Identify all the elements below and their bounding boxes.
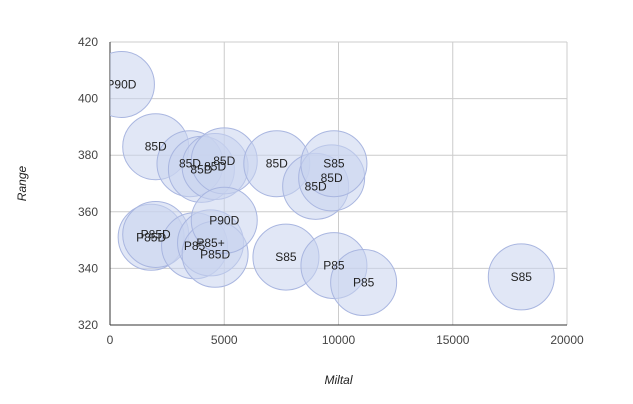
bubble-label: P85D <box>136 230 166 244</box>
bubble-label: 85D <box>145 140 167 154</box>
y-tick-label: 400 <box>78 92 98 106</box>
bubble-label: P85+ <box>196 236 224 250</box>
bubble-label: P90D <box>106 77 136 91</box>
y-tick-label: 380 <box>78 148 98 162</box>
tick-labels: 0 5000 10000 15000 20000 320 340 360 380 400 420 <box>78 35 584 347</box>
bubble <box>300 130 368 198</box>
bubble-label: 85D <box>266 157 288 171</box>
x-tick-label: 0 <box>107 333 114 347</box>
bubble-label: P85 <box>184 239 206 253</box>
x-tick-label: 10000 <box>322 333 356 347</box>
bubble-label: 85D <box>190 162 212 176</box>
bubble-label: P85 <box>353 276 375 290</box>
bubble-label: S85 <box>323 157 345 171</box>
bubble-label: 85D <box>213 154 235 168</box>
bubble-label: S85 <box>511 270 533 284</box>
bubble-label: P85D <box>200 247 230 261</box>
bubble <box>487 243 555 311</box>
bubble-label: 85D <box>321 171 343 185</box>
x-tick-label: 20000 <box>550 333 584 347</box>
y-axis-title: Range <box>15 166 29 202</box>
bubble <box>330 249 398 317</box>
y-tick-label: 360 <box>78 205 98 219</box>
x-tick-label: 5000 <box>211 333 238 347</box>
x-tick-label: 15000 <box>436 333 470 347</box>
bubble <box>190 186 258 254</box>
y-tick-label: 320 <box>78 318 98 332</box>
bubble <box>110 50 155 118</box>
bubble-label: P85 <box>323 259 345 273</box>
bubbles-layer <box>110 50 555 317</box>
bubble-label: 85D <box>179 157 201 171</box>
bubble-label: 85D <box>305 179 327 193</box>
bubble-label: P85D <box>141 227 171 241</box>
y-tick-label: 420 <box>78 35 98 49</box>
bubble-label: 85D <box>204 160 226 174</box>
x-axis-title: Miltal <box>324 373 352 387</box>
bubble-label: S85 <box>275 250 297 264</box>
y-tick-label: 340 <box>78 261 98 275</box>
bubble-label: P90D <box>209 213 239 227</box>
